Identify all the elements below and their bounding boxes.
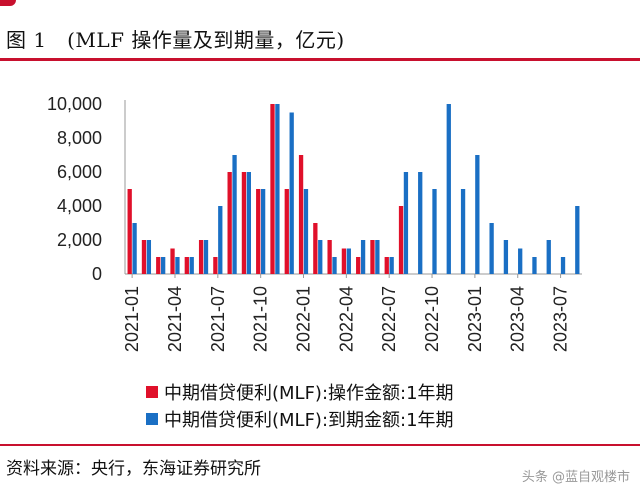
operation-bar	[384, 257, 389, 274]
x-tick-label: 2022-07	[379, 286, 399, 352]
legend-swatch-maturity	[146, 412, 158, 425]
operation-bar	[256, 189, 261, 274]
operation-bar	[241, 172, 247, 274]
operation-bar	[398, 206, 404, 274]
corner-mark	[0, 0, 16, 6]
x-tick-label: 2021-04	[165, 286, 185, 352]
operation-bar	[341, 248, 347, 274]
y-tick-label: 6,000	[57, 162, 102, 182]
maturity-bar	[318, 240, 323, 274]
x-tick-label: 2023-07	[551, 286, 571, 352]
maturity-bar	[175, 257, 180, 274]
maturity-bar	[403, 172, 409, 274]
operation-bar	[156, 257, 161, 274]
operation-bar	[141, 240, 147, 274]
maturity-bar	[375, 240, 380, 274]
operation-bar	[127, 189, 132, 274]
maturity-bar	[560, 257, 566, 274]
maturity-bar	[489, 223, 494, 274]
mlf-bar-chart: 0 2,000 4,000 6,000 8,000 10,000 2021-01 2021-0…	[47, 94, 582, 352]
legend-item-operation: 中期借贷便利(MLF):操作金额:1年期	[146, 378, 454, 405]
maturity-bar	[203, 240, 209, 274]
figure-title: 图 1 (MLF 操作量及到期量，亿元)	[6, 28, 345, 52]
maturity-bar	[475, 155, 480, 274]
x-tick-label: 2022-10	[422, 286, 442, 352]
y-tick-label: 4,000	[57, 196, 102, 216]
legend-label-maturity: 中期借贷便利(MLF):到期金额:1年期	[164, 409, 454, 431]
maturity-bar	[518, 248, 523, 274]
bars-layer	[127, 104, 580, 274]
operation-bar	[327, 240, 332, 274]
maturity-bar	[460, 189, 466, 274]
labels-layer: 0 2,000 4,000 6,000 8,000 10,000 2021-01 2021-0…	[47, 94, 571, 352]
maturity-bar	[532, 257, 537, 274]
maturity-bar	[260, 189, 266, 274]
source-note: 资料来源：央行，东海证券研究所	[6, 459, 261, 479]
maturity-bar	[189, 257, 194, 274]
x-tick-label: 2023-01	[465, 286, 485, 352]
y-tick-label: 8,000	[57, 128, 102, 148]
maturity-bar	[432, 189, 437, 274]
x-tick-label: 2021-10	[251, 286, 271, 352]
maturity-bar	[546, 240, 551, 274]
maturity-bar	[575, 206, 580, 274]
maturity-bar	[332, 257, 337, 274]
maturity-bar	[289, 112, 294, 274]
y-tick-label: 10,000	[47, 94, 102, 114]
y-tick-label: 0	[92, 264, 102, 284]
maturity-bar	[232, 155, 237, 274]
axes-layer	[124, 100, 582, 278]
y-tick-label: 2,000	[57, 230, 102, 250]
x-tick-label: 2023-04	[508, 286, 528, 352]
maturity-bar	[389, 257, 394, 274]
operation-bar	[298, 155, 304, 274]
operation-bar	[313, 223, 318, 274]
maturity-bar	[360, 240, 366, 274]
maturity-bar	[346, 248, 351, 274]
maturity-bar	[503, 240, 509, 274]
maturity-bar	[418, 172, 423, 274]
operation-bar	[213, 257, 218, 274]
watermark: 头条 @蓝自观楼市	[521, 470, 630, 485]
maturity-bar	[275, 104, 280, 274]
operation-bar	[284, 189, 289, 274]
legend-item-maturity: 中期借贷便利(MLF):到期金额:1年期	[146, 405, 454, 432]
maturity-bar	[246, 172, 251, 274]
maturity-bar	[446, 104, 451, 274]
operation-bar	[227, 172, 232, 274]
x-tick-label: 2021-07	[208, 286, 228, 352]
legend-swatch-operation	[146, 385, 158, 398]
maturity-bar	[161, 257, 166, 274]
maturity-bar	[218, 206, 223, 274]
operation-bar	[184, 257, 189, 274]
operation-bar	[270, 104, 275, 274]
maturity-bar	[303, 189, 309, 274]
x-tick-label: 2022-01	[294, 286, 314, 352]
operation-bar	[198, 240, 204, 274]
legend: 中期借贷便利(MLF):操作金额:1年期 中期借贷便利(MLF):到期金额:1年…	[146, 378, 454, 432]
operation-bar	[356, 257, 361, 274]
x-tick-label: 2022-04	[336, 286, 356, 352]
x-tick-label: 2021-01	[122, 286, 142, 352]
title-divider	[0, 58, 640, 61]
footer-divider	[0, 444, 640, 446]
operation-bar	[370, 240, 375, 274]
operation-bar	[170, 248, 175, 274]
legend-label-operation: 中期借贷便利(MLF):操作金额:1年期	[164, 382, 454, 404]
maturity-bar	[132, 223, 137, 274]
maturity-bar	[146, 240, 152, 274]
